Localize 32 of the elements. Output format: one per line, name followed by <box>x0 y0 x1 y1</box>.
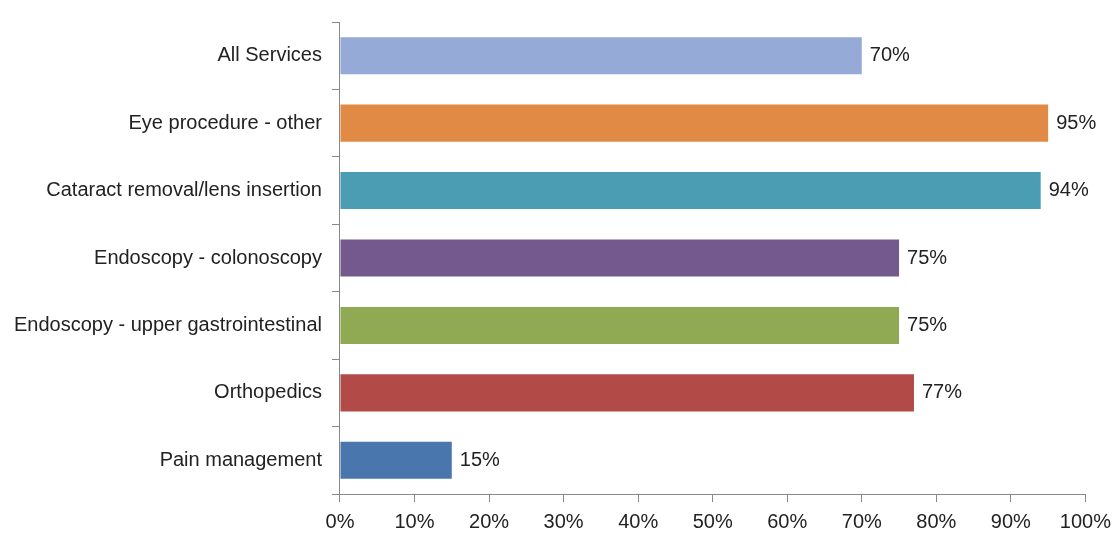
y-tick-label: Cataract removal/lens insertion <box>46 178 322 201</box>
bar <box>340 374 914 412</box>
x-tick-label: 20% <box>469 509 510 532</box>
bar <box>340 172 1041 210</box>
x-tick-label: 50% <box>692 509 733 532</box>
x-tick-label: 40% <box>618 509 659 532</box>
data-label: 75% <box>907 312 948 335</box>
x-tick-label: 90% <box>990 509 1032 532</box>
x-tick-label: 80% <box>916 509 957 532</box>
y-tick-label: All Services <box>217 43 322 66</box>
bar <box>340 441 452 479</box>
bar <box>340 104 1049 142</box>
x-tick-label: 70% <box>841 509 883 532</box>
x-tick-label: 60% <box>767 509 808 532</box>
data-label: 15% <box>459 447 501 470</box>
data-label: 75% <box>907 245 948 268</box>
data-label: 70% <box>869 43 911 66</box>
y-tick-label: Pain management <box>159 447 323 470</box>
x-tick-label: 0% <box>325 509 355 532</box>
x-tick-label: 10% <box>394 509 435 532</box>
x-tick-label: 100% <box>1059 509 1112 532</box>
bar <box>340 37 862 75</box>
y-tick-label: Eye procedure - other <box>128 110 323 133</box>
y-tick-label: Orthopedics <box>214 380 322 403</box>
data-label: 94% <box>1048 178 1089 201</box>
bar <box>340 239 900 277</box>
data-label: 95% <box>1056 110 1097 133</box>
bar <box>340 306 900 344</box>
x-tick-label: 30% <box>543 509 584 532</box>
y-tick-label: Endoscopy - upper gastrointestinal <box>13 312 322 335</box>
y-tick-label: Endoscopy - colonoscopy <box>94 245 322 268</box>
data-label: 77% <box>921 380 963 403</box>
